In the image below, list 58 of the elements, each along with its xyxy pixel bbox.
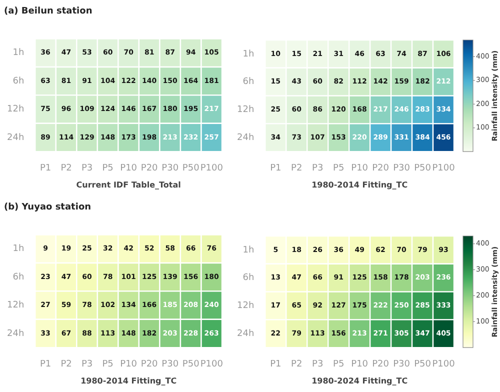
x-tick-label: P2 <box>60 359 72 370</box>
y-tick-label: 6h <box>12 272 24 282</box>
x-tick-label: P30 <box>393 359 410 370</box>
x-tick-label: P2 <box>291 359 302 370</box>
x-tick-label: P10 <box>120 359 138 370</box>
y-tick-label: 24h <box>7 132 24 143</box>
y-tick-label: 1h <box>12 244 24 254</box>
y-tick-label: 12h <box>7 104 24 115</box>
x-tick-label: P50 <box>414 359 432 370</box>
x-tick-label: P3 <box>81 163 93 174</box>
x-tick-label: P10 <box>120 163 138 174</box>
x-tick-label: P100 <box>200 359 224 370</box>
x-tick-label: P3 <box>81 359 93 370</box>
x-tick-label: P1 <box>40 359 52 370</box>
x-tick-label: P30 <box>162 359 179 370</box>
x-tick-label: P5 <box>102 163 114 174</box>
y-tick-label: 1h <box>242 49 254 60</box>
x-tick-label: P10 <box>351 359 368 370</box>
x-tick-label: P30 <box>162 163 179 174</box>
y-tick-label: 12h <box>237 105 254 116</box>
x-tick-label: P2 <box>291 163 302 174</box>
x-tick-label: P5 <box>102 359 114 370</box>
x-tick-label: P1 <box>270 163 282 174</box>
y-tick-label: 24h <box>7 328 24 339</box>
x-axis-title: 1980-2024 Fitting_TC <box>312 376 408 386</box>
x-tick-label: P20 <box>140 359 158 370</box>
x-tick-label: P50 <box>182 163 200 174</box>
x-tick-label: P1 <box>40 163 52 174</box>
y-tick-label: 24h <box>237 132 254 143</box>
y-tick-label: 12h <box>237 301 254 312</box>
x-tick-label: P100 <box>200 163 224 174</box>
x-axis-title: 1980-2014 Fitting_TC <box>80 376 177 386</box>
y-tick-label: 6h <box>12 76 24 86</box>
x-tick-label: P30 <box>393 163 410 174</box>
chart-title: (b) Yuyao station <box>4 202 92 213</box>
x-tick-label: P50 <box>414 163 432 174</box>
y-tick-label: 1h <box>12 48 24 58</box>
x-tick-label: P3 <box>312 163 324 174</box>
y-tick-label: 1h <box>242 245 254 256</box>
x-axis-title: Current IDF Table_Total <box>76 180 182 190</box>
x-tick-label: P100 <box>432 359 456 370</box>
x-tick-label: P100 <box>432 163 456 174</box>
x-tick-label: P1 <box>270 359 282 370</box>
x-tick-label: P5 <box>333 163 344 174</box>
y-tick-label: 24h <box>237 328 254 339</box>
y-tick-label: 12h <box>7 300 24 311</box>
x-tick-label: P20 <box>372 163 390 174</box>
x-tick-label: P50 <box>182 359 200 370</box>
x-tick-label: P3 <box>312 359 324 370</box>
x-tick-label: P5 <box>333 359 344 370</box>
x-tick-label: P20 <box>140 163 158 174</box>
x-tick-label: P20 <box>372 359 390 370</box>
x-axis-title: 1980-2014 Fitting_TC <box>312 180 408 190</box>
chart-title: (a) Beilun station <box>4 6 92 17</box>
x-tick-label: P10 <box>351 163 368 174</box>
y-tick-label: 6h <box>242 273 254 284</box>
y-tick-label: 6h <box>242 77 254 88</box>
x-tick-label: P2 <box>60 163 72 174</box>
